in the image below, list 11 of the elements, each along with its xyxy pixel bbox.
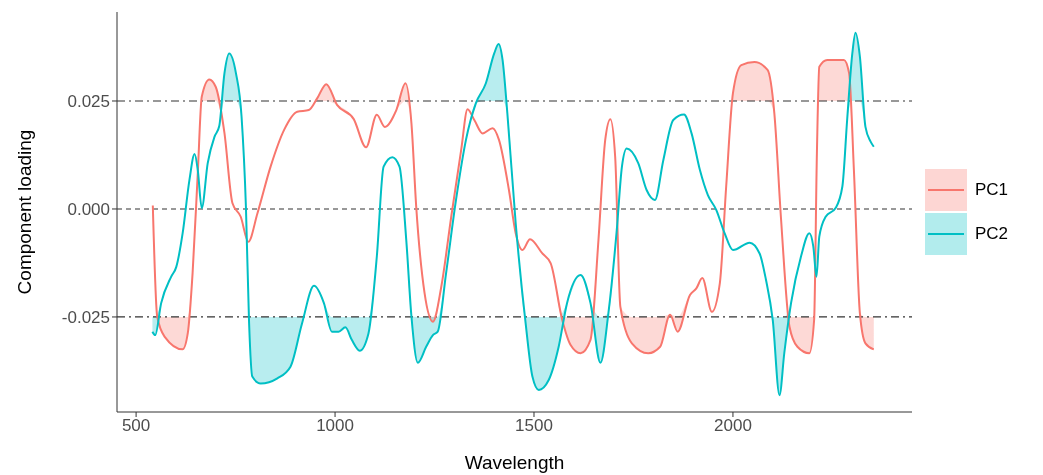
x-tick-label: 1000 — [316, 416, 354, 436]
y-tick-label: 0.000 — [67, 200, 110, 220]
x-tick-label: 500 — [121, 416, 151, 436]
legend-label: PC1 — [975, 180, 1009, 200]
y-tick-label: -0.025 — [61, 308, 110, 327]
x-tick-label: 2000 — [714, 416, 752, 436]
x-tick-label: 1500 — [515, 416, 553, 436]
y-axis-title: Component loading — [13, 129, 35, 295]
y-tick-label: 0.025 — [67, 92, 110, 112]
x-axis-title: Wavelength — [464, 452, 565, 473]
legend-label: PC2 — [975, 224, 1009, 244]
